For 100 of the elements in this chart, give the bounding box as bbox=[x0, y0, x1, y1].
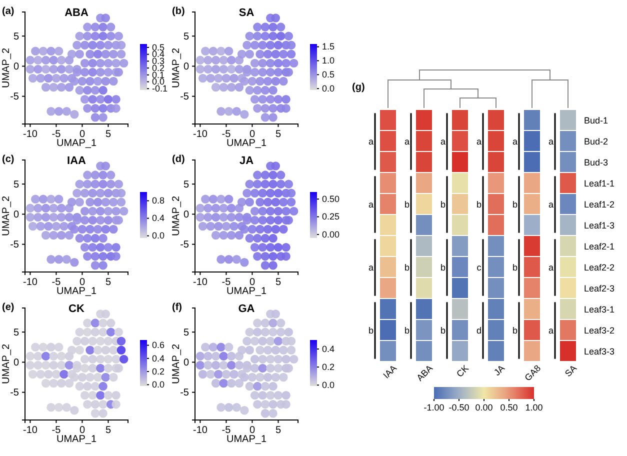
chart-title: SA bbox=[238, 7, 254, 19]
chart-title: GA bbox=[238, 303, 255, 315]
text: (b) bbox=[172, 6, 185, 17]
x-axis-title: UMAP_1 bbox=[56, 434, 97, 445]
text: a bbox=[368, 136, 374, 146]
color-bar-label: 0.00 bbox=[475, 402, 493, 412]
annotation: b bbox=[404, 262, 410, 272]
text: (f) bbox=[172, 302, 182, 313]
x-tick-label: 0 bbox=[79, 129, 86, 140]
color-bar-label: -1.00 bbox=[424, 402, 444, 412]
color-bar-label: 0.0 bbox=[152, 230, 165, 241]
color-bar-label: -0.50 bbox=[448, 402, 470, 412]
color-bar-label: 0.25 bbox=[322, 212, 340, 222]
x-axis-title: UMAP_1 bbox=[226, 434, 267, 445]
annotation: b bbox=[440, 262, 446, 272]
color-bar-label: 0.0 bbox=[152, 380, 165, 390]
color-bar-label: 0.4 bbox=[152, 353, 165, 364]
x-tick-label: -10 bbox=[192, 277, 208, 288]
y-tick-label: Bud-2 bbox=[584, 136, 608, 146]
y-tick-label: Bud-3 bbox=[584, 157, 608, 168]
color-bar-label: 0.0 bbox=[322, 83, 335, 94]
y-tick-label: 0 bbox=[183, 209, 190, 220]
color-bar-label: 0.4 bbox=[322, 344, 335, 354]
y-tick-label: -5 bbox=[180, 388, 190, 398]
y-tick-label: Leaf1-2 bbox=[584, 199, 615, 210]
annotation: b bbox=[512, 326, 518, 336]
color-bar-label: 1.0 bbox=[322, 56, 335, 66]
x-axis-title: UMAP_1 bbox=[56, 138, 97, 149]
x-tick-label: 0 bbox=[79, 277, 86, 288]
y-tick-label: -5 bbox=[10, 388, 20, 398]
annotation: a bbox=[440, 136, 446, 146]
annotation: b bbox=[512, 200, 518, 210]
annotation: a bbox=[548, 326, 554, 336]
color-bar-label: -0.1 bbox=[152, 84, 168, 94]
x-tick-label: -10 bbox=[22, 277, 38, 288]
y-axis-title: UMAP_2 bbox=[1, 48, 12, 88]
annotation: a bbox=[548, 136, 554, 146]
x-tick-label: IAA bbox=[381, 363, 399, 380]
x-tick-label: -10 bbox=[192, 425, 208, 436]
x-tick-label: SA bbox=[562, 363, 579, 379]
x-tick-label: -5 bbox=[52, 425, 62, 436]
x-tick-label: -5 bbox=[222, 425, 232, 436]
text: (e) bbox=[2, 302, 14, 313]
text: b bbox=[368, 326, 374, 336]
y-axis-title: UMAP_2 bbox=[171, 344, 182, 384]
text: (d) bbox=[172, 154, 185, 165]
x-axis-title: UMAP_1 bbox=[226, 286, 267, 297]
x-tick-label: CK bbox=[454, 363, 471, 380]
x-tick-label: -10 bbox=[22, 425, 38, 436]
y-tick-label: Leaf3-1 bbox=[584, 304, 615, 314]
chart-title: CK bbox=[68, 303, 84, 315]
x-tick-label: -5 bbox=[222, 277, 232, 288]
color-bar-label: 0.50 bbox=[500, 402, 518, 412]
x-tick-label: 0 bbox=[249, 277, 256, 288]
annotation: a bbox=[548, 200, 554, 210]
annotation: c bbox=[476, 262, 482, 272]
text: a bbox=[368, 200, 374, 210]
color-bar-label: 0.2 bbox=[152, 366, 165, 376]
color-bar-label: 0.2 bbox=[322, 362, 335, 372]
color-bar-label: 0.6 bbox=[152, 340, 165, 350]
y-tick-label: 0 bbox=[183, 61, 190, 72]
annotation: a bbox=[548, 262, 554, 272]
y-axis-title: UMAP_2 bbox=[1, 344, 12, 384]
x-tick-label: 5 bbox=[105, 425, 112, 436]
x-tick-label: 0 bbox=[249, 129, 256, 140]
text: a bbox=[368, 262, 374, 272]
color-bar-label: 0.0 bbox=[322, 380, 335, 390]
x-tick-label: -5 bbox=[52, 129, 62, 140]
annotation: b bbox=[476, 200, 482, 210]
y-tick-label: 5 bbox=[13, 327, 20, 338]
color-bar-label: 0.00 bbox=[322, 229, 340, 240]
x-tick-label: 5 bbox=[275, 277, 282, 288]
text: (a) bbox=[2, 6, 14, 17]
y-tick-label: Leaf3-3 bbox=[584, 346, 615, 356]
y-tick-label: 5 bbox=[183, 31, 190, 42]
y-tick-label: Leaf1-1 bbox=[584, 178, 615, 188]
x-tick-label: -5 bbox=[52, 277, 62, 288]
x-tick-label: 5 bbox=[275, 129, 282, 140]
text: (c) bbox=[2, 154, 14, 165]
chart-title: ABA bbox=[64, 7, 88, 19]
color-bar-label: 0.8 bbox=[152, 196, 165, 206]
x-tick-label: -5 bbox=[222, 129, 232, 140]
x-tick-label: 5 bbox=[105, 277, 112, 288]
y-tick-label: -5 bbox=[180, 240, 190, 250]
y-tick-label: 5 bbox=[13, 179, 20, 190]
x-axis-title: UMAP_1 bbox=[56, 286, 97, 297]
x-axis-title: UMAP_1 bbox=[226, 138, 267, 149]
annotation: b bbox=[404, 200, 410, 210]
y-axis-title: UMAP_2 bbox=[1, 196, 12, 236]
x-tick-label: 5 bbox=[275, 425, 282, 436]
annotation: d bbox=[476, 326, 482, 336]
y-tick-label: 5 bbox=[183, 179, 190, 190]
annotation: b bbox=[440, 326, 446, 336]
y-tick-label: -5 bbox=[10, 240, 20, 250]
chart-title: IAA bbox=[67, 155, 86, 167]
y-tick-label: -5 bbox=[10, 92, 20, 102]
x-tick-label: 0 bbox=[249, 425, 256, 436]
y-tick-label: Leaf2-3 bbox=[584, 283, 615, 294]
annotation: a bbox=[476, 136, 482, 146]
color-bar-label: 0.5 bbox=[322, 70, 335, 80]
